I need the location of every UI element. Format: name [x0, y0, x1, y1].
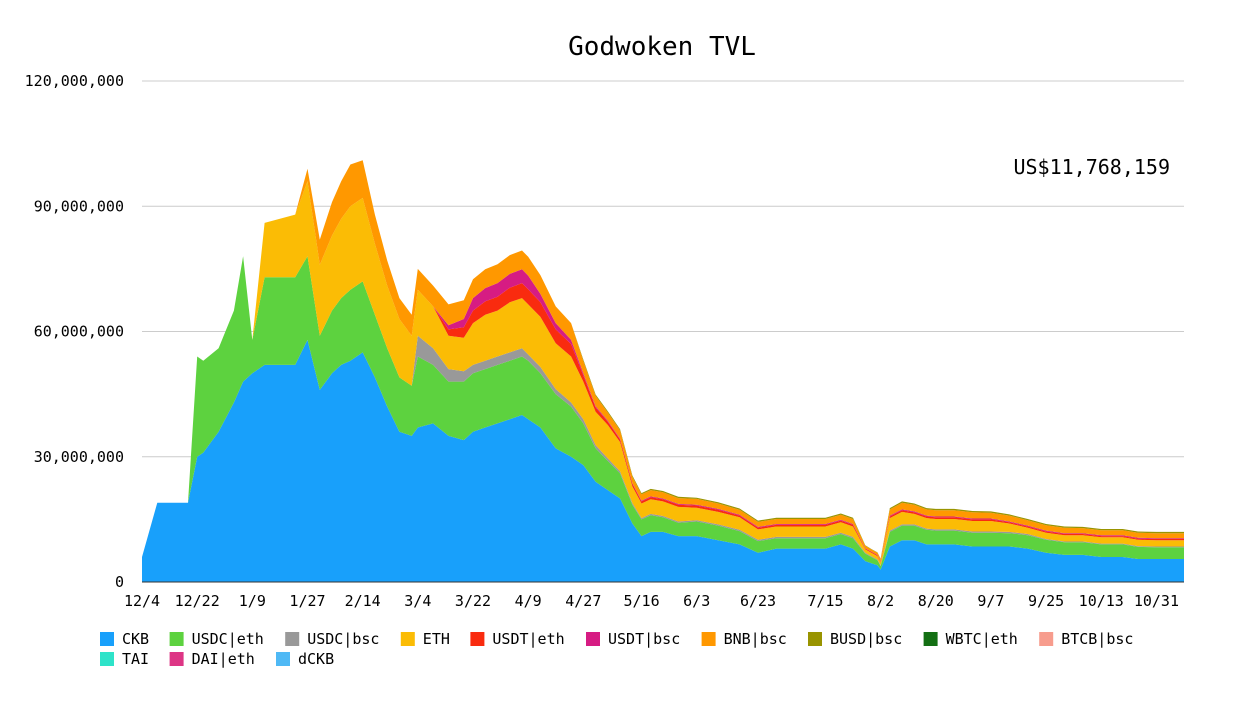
legend-swatch [169, 632, 184, 646]
x-tick-label: 12/22 [175, 592, 220, 610]
area-ckb [142, 339, 1184, 582]
x-tick-label: 7/15 [807, 592, 843, 610]
legend-swatch [586, 632, 600, 646]
x-axis-ticks: 12/4 12/22 1/9 1/27 2/14 3/4 3/22 4/9 4/27 5/16 6/… [124, 592, 1179, 610]
legend-label: WBTC|eth [946, 630, 1018, 648]
x-tick-label: 6/23 [740, 592, 776, 610]
x-tick-label: 3/22 [455, 592, 491, 610]
y-tick-label: 120,000,000 [25, 72, 124, 90]
legend-swatch [400, 632, 415, 646]
legend-label: USDC|eth [192, 630, 264, 648]
legend-label: BTCB|bsc [1061, 630, 1133, 648]
x-tick-label: 6/3 [683, 592, 710, 610]
legend-swatch [100, 632, 114, 646]
y-tick-label: 60,000,000 [34, 323, 124, 341]
legend: CKB USDC|eth USDC|bsc ETH USDT|eth USDT|bsc BN… [100, 630, 1133, 668]
x-tick-label: 9/25 [1028, 592, 1064, 610]
x-tick-label: 12/4 [124, 592, 160, 610]
x-tick-label: 8/20 [918, 592, 954, 610]
x-tick-label: 10/31 [1134, 592, 1179, 610]
y-tick-label: 90,000,000 [34, 197, 124, 215]
legend-swatch [285, 632, 300, 646]
legend-swatch [1039, 632, 1054, 646]
y-tick-label: 30,000,000 [34, 448, 124, 466]
legend-label: USDT|eth [492, 630, 564, 648]
x-tick-label: 9/7 [977, 592, 1004, 610]
x-tick-label: 5/16 [623, 592, 659, 610]
y-axis-ticks: 0 30,000,000 60,000,000 90,000,000 120,000,0… [25, 72, 124, 591]
x-tick-label: 3/4 [404, 592, 431, 610]
legend-swatch [808, 632, 822, 646]
legend-swatch [923, 632, 938, 646]
legend-label: dCKB [298, 650, 334, 668]
y-tick-label: 0 [115, 573, 124, 591]
legend-swatch [701, 632, 716, 646]
x-tick-label: 10/13 [1079, 592, 1124, 610]
x-tick-label: 2/14 [345, 592, 381, 610]
x-tick-label: 8/2 [867, 592, 894, 610]
x-tick-label: 4/27 [565, 592, 601, 610]
legend-label: BUSD|bsc [830, 630, 902, 648]
legend-label: USDT|bsc [608, 630, 680, 648]
legend-swatch [100, 652, 114, 666]
x-tick-label: 1/9 [239, 592, 266, 610]
legend-label: BNB|bsc [724, 630, 787, 648]
legend-label: USDC|bsc [307, 630, 379, 648]
legend-swatch [470, 632, 485, 646]
x-tick-label: 1/27 [289, 592, 325, 610]
legend-label: TAI [122, 650, 149, 668]
legend-swatch [169, 652, 184, 666]
legend-swatch [276, 652, 290, 666]
x-tick-label: 4/9 [515, 592, 542, 610]
chart-title: Godwoken TVL [568, 32, 756, 62]
total-value-annotation: US$11,768,159 [1013, 155, 1170, 179]
legend-label: DAI|eth [192, 650, 255, 668]
area-usdc-eth [142, 256, 1184, 570]
legend-label: CKB [122, 630, 149, 648]
legend-label: ETH [423, 630, 450, 648]
stacked-areas [142, 160, 1184, 582]
